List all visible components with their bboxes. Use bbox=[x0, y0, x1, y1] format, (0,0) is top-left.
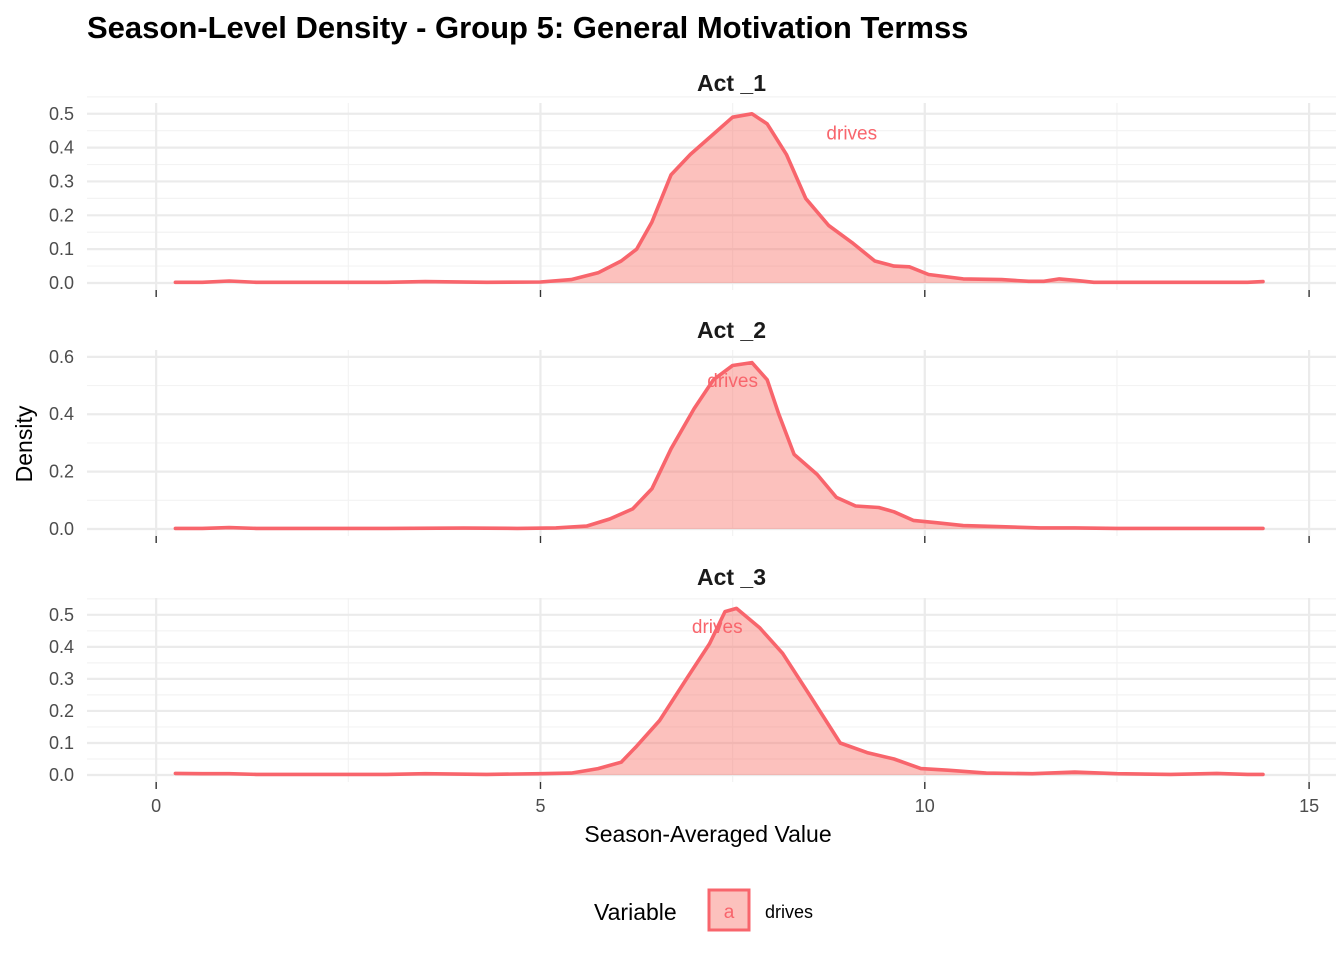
series-label-drives: drives bbox=[692, 617, 743, 638]
y-tick-label: 0.4 bbox=[49, 637, 74, 657]
y-tick-label: 0.0 bbox=[49, 765, 74, 785]
density-area-drives bbox=[175, 608, 1263, 775]
chart-title: Season-Level Density - Group 5: General … bbox=[87, 10, 968, 45]
density-line-drives bbox=[173, 360, 1265, 531]
y-tick-label: 0.3 bbox=[49, 669, 74, 689]
density-line-drives bbox=[173, 112, 1265, 285]
y-tick-label: 0.1 bbox=[49, 733, 74, 753]
density-line-drives bbox=[173, 606, 1265, 777]
y-tick-label: 0.5 bbox=[49, 605, 74, 625]
x-axis-ticks: 0 5 10 15 bbox=[151, 796, 1319, 816]
x-tick-label: 15 bbox=[1299, 796, 1319, 816]
density-area-drives bbox=[175, 113, 1263, 283]
facet-panel-act-2: Act _2 0.0 0.2 0.4 0.6 drives bbox=[49, 317, 1336, 543]
y-tick-label: 0.1 bbox=[49, 239, 74, 259]
x-tick-label: 10 bbox=[915, 796, 935, 816]
facet-strip-label: Act _1 bbox=[697, 70, 766, 96]
y-tick-label: 0.5 bbox=[49, 104, 74, 124]
y-tick-label: 0.0 bbox=[49, 273, 74, 293]
y-tick-label: 0.3 bbox=[49, 171, 74, 191]
y-axis-title: Density bbox=[11, 405, 37, 482]
legend: Variable a drives bbox=[594, 888, 813, 932]
x-tick-label: 0 bbox=[151, 796, 161, 816]
series-label-drives: drives bbox=[826, 123, 877, 144]
facet-strip-label: Act _2 bbox=[697, 317, 766, 343]
y-tick-label: 0.2 bbox=[49, 462, 74, 482]
y-tick-label: 0.2 bbox=[49, 205, 74, 225]
x-axis-title: Season-Averaged Value bbox=[584, 821, 831, 847]
y-tick-label: 0.2 bbox=[49, 701, 74, 721]
y-tick-label: 0.0 bbox=[49, 519, 74, 539]
y-tick-label: 0.4 bbox=[49, 404, 74, 424]
legend-title: Variable bbox=[594, 899, 677, 925]
legend-label-drives: drives bbox=[765, 902, 813, 922]
facet-panel-act-1: Act _1 0.0 0.1 0.2 0.3 0.4 0.5 drives bbox=[49, 70, 1336, 297]
x-tick-label: 5 bbox=[535, 796, 545, 816]
density-area-drives bbox=[175, 362, 1263, 529]
legend-key bbox=[707, 888, 751, 932]
legend-key-glyph: a bbox=[724, 902, 735, 923]
y-tick-label: 0.4 bbox=[49, 138, 74, 158]
facet-panel-act-3: Act _3 0.0 0.1 0.2 0.3 0.4 0.5 drives bbox=[49, 564, 1336, 789]
y-tick-label: 0.6 bbox=[49, 347, 74, 367]
facet-strip-label: Act _3 bbox=[697, 564, 766, 590]
series-label-drives: drives bbox=[707, 371, 758, 392]
